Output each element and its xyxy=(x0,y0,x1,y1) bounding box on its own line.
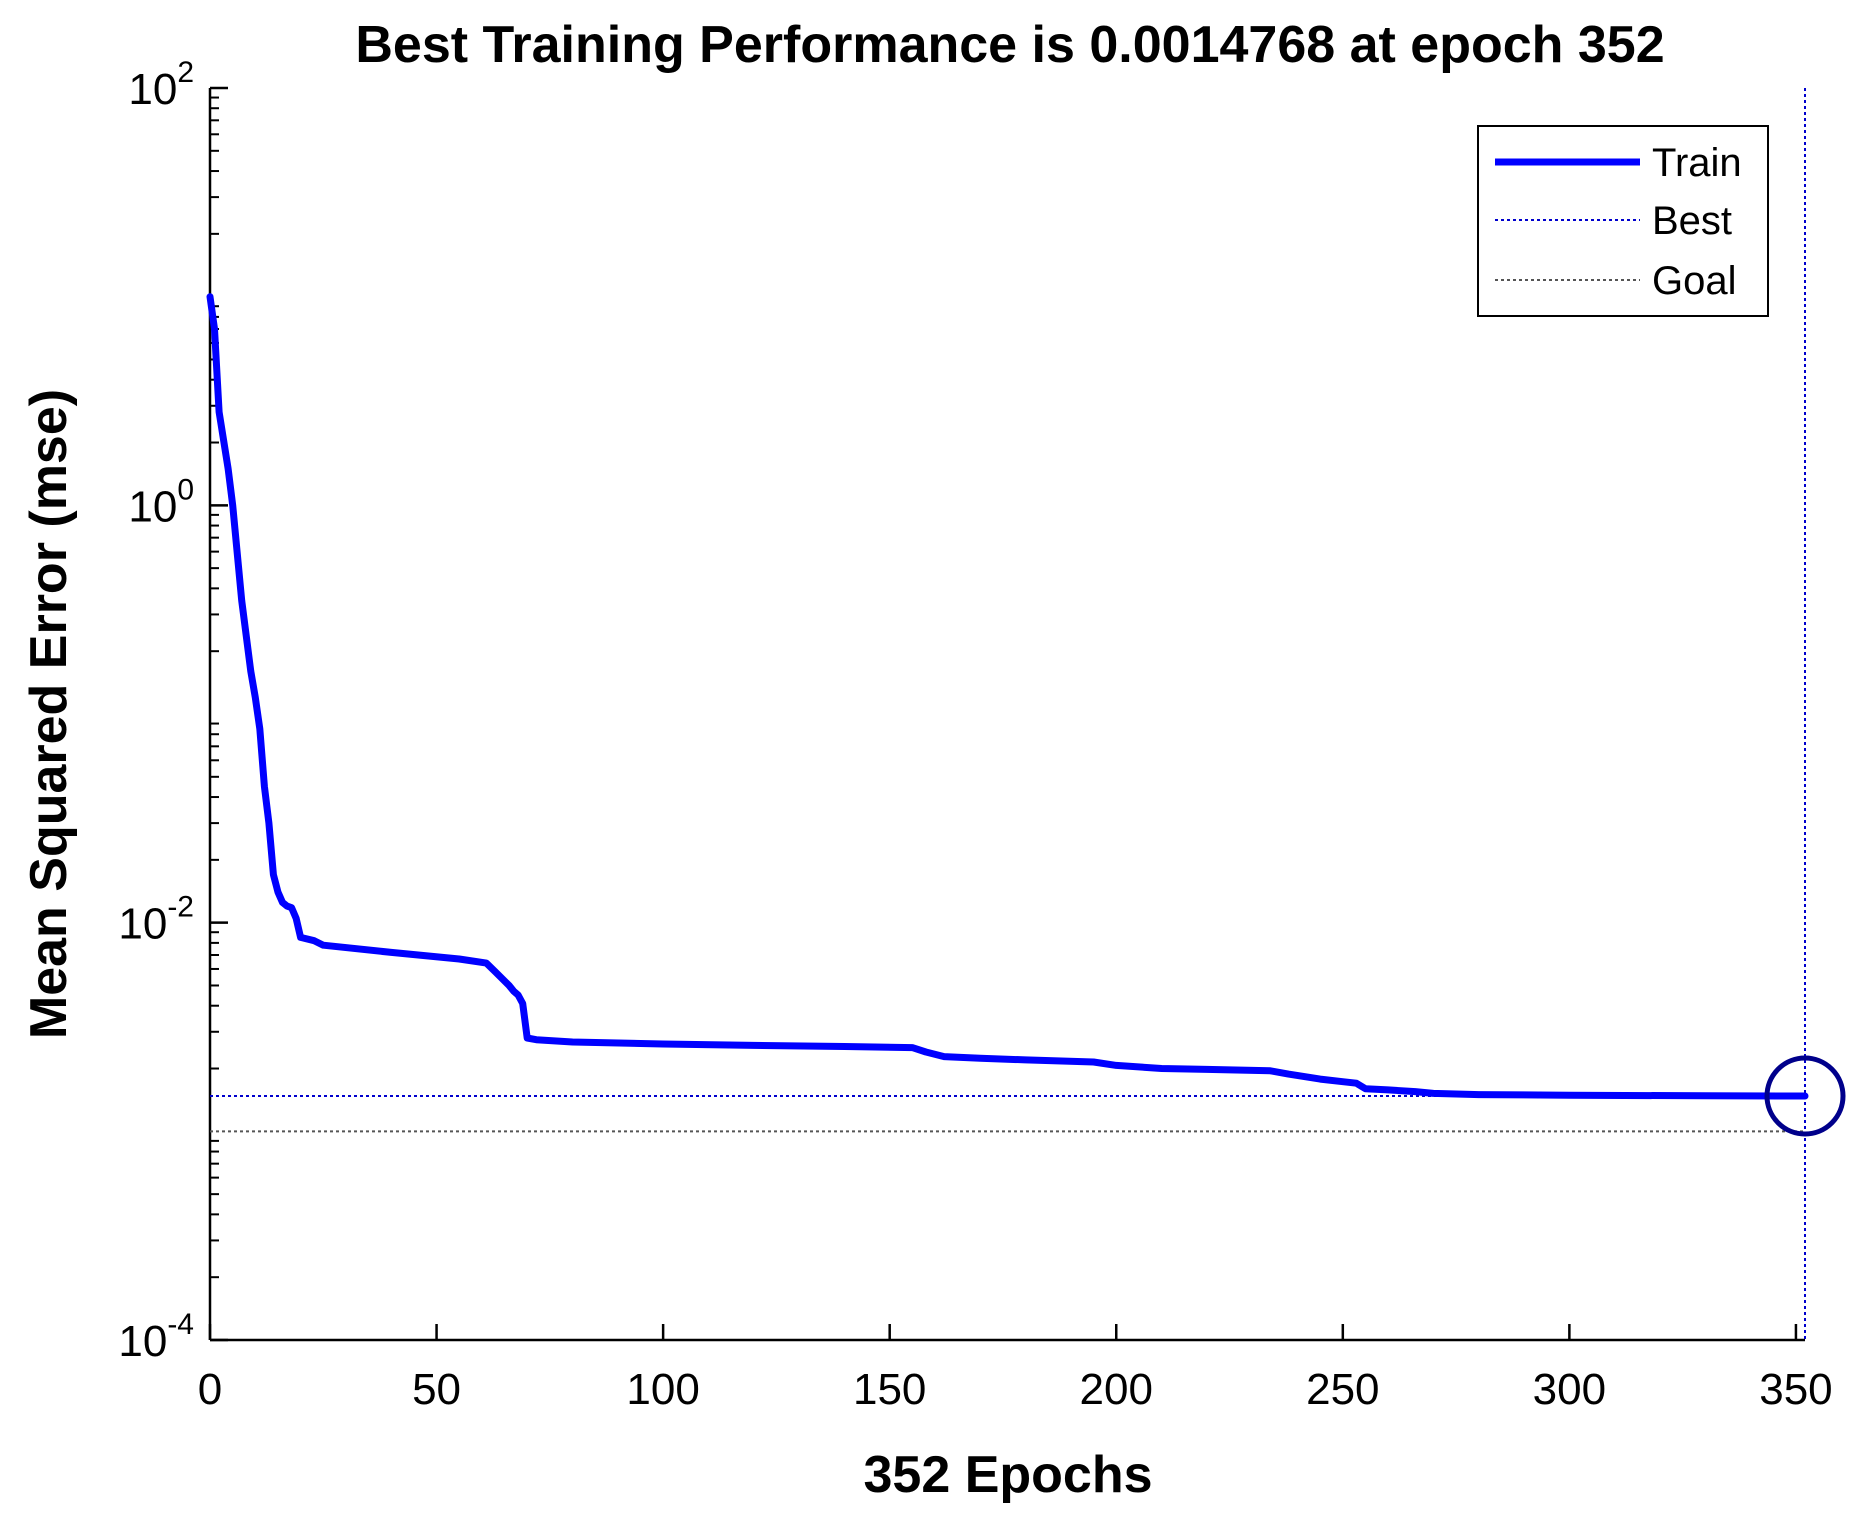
chart-title: Best Training Performance is 0.0014768 a… xyxy=(355,16,1664,74)
legend-best-label: Best xyxy=(1652,199,1732,243)
y-tick-label: 102 xyxy=(128,56,194,114)
y-tick-label: 10-2 xyxy=(118,891,194,949)
best-point-marker xyxy=(1764,1055,1846,1137)
legend-train-label: Train xyxy=(1652,141,1742,185)
y-minor-ticks xyxy=(210,96,219,1279)
legend-goal-label: Goal xyxy=(1652,259,1737,303)
y-tick-label: 100 xyxy=(128,473,194,531)
x-axis-label: 352 Epochs xyxy=(863,1446,1152,1504)
y-tick-label: 10-4 xyxy=(118,1308,194,1366)
x-tick-label: 350 xyxy=(1759,1365,1832,1414)
x-tick-label: 300 xyxy=(1533,1365,1606,1414)
legend: Train Best Goal xyxy=(1477,125,1769,317)
x-tick-label: 200 xyxy=(1080,1365,1153,1414)
x-tick-label: 0 xyxy=(198,1365,222,1414)
y-axis-label: Mean Squared Error (mse) xyxy=(20,389,78,1039)
x-tick-label: 250 xyxy=(1306,1365,1379,1414)
train-series-line xyxy=(206,293,1809,1100)
x-tick-label: 150 xyxy=(853,1365,926,1414)
x-tick-label: 50 xyxy=(412,1365,461,1414)
x-tick-label: 100 xyxy=(626,1365,699,1414)
y-major-ticks: 102 100 10-2 10-4 xyxy=(118,56,228,1366)
plot-area: 102 100 10-2 10-4 0 50 100 150 200 250 300 350 xyxy=(118,56,1846,1414)
x-ticks: 0 50 100 150 200 250 300 350 xyxy=(198,1324,1833,1414)
